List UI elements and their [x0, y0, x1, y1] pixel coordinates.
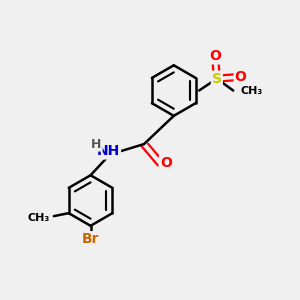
Text: H: H — [91, 138, 102, 151]
Text: O: O — [209, 50, 221, 63]
Text: Br: Br — [82, 232, 99, 246]
Text: CH₃: CH₃ — [241, 85, 263, 96]
Text: S: S — [212, 72, 222, 86]
Text: NH: NH — [97, 145, 120, 158]
Text: CH₃: CH₃ — [27, 213, 50, 223]
Text: O: O — [235, 70, 247, 84]
Text: O: O — [160, 156, 172, 170]
